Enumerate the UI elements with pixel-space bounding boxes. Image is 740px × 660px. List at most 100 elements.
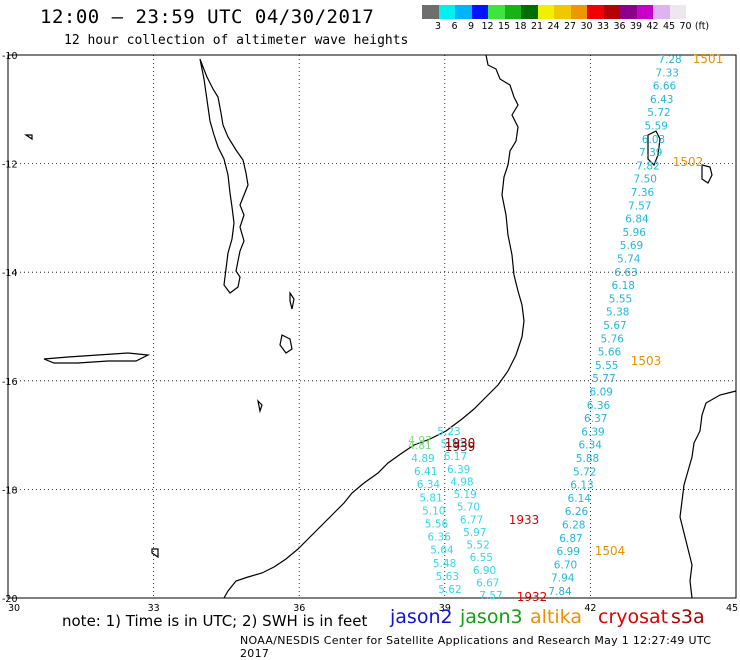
legend-swatch — [471, 5, 488, 19]
wave-height-value: 5.66 — [598, 347, 622, 359]
wave-height-value: 6.41 — [414, 466, 437, 478]
latitude-label: -16 — [2, 377, 18, 388]
wave-height-value: 6.09 — [590, 387, 613, 399]
wave-height-value: 7.50 — [634, 174, 657, 186]
pass-time-label: 1930 — [445, 436, 476, 450]
legend-swatch — [455, 5, 472, 19]
wave-height-value: 6.03 — [642, 134, 665, 146]
wave-height-map: 7.287.336.666.435.725.596.037.397.827.50… — [2, 51, 738, 614]
legend-label: 3 — [434, 21, 442, 32]
latitude-label: -14 — [2, 268, 18, 279]
pass-time-label: 1939 — [445, 440, 476, 454]
wave-height-value: 5.52 — [466, 540, 489, 552]
wave-height-value: 6.34 — [417, 479, 441, 491]
wave-height-value: 5.97 — [463, 527, 486, 539]
wave-height-value: 5.74 — [617, 254, 641, 266]
wave-height-value: 7.36 — [631, 187, 655, 199]
longitude-label: 30 — [8, 603, 20, 614]
wave-height-value: 7.33 — [656, 67, 679, 79]
wave-height-value: 5.56 — [425, 519, 449, 531]
wave-height-value: 5.30 — [441, 439, 464, 451]
satellite-jason3: jason3 — [460, 606, 523, 628]
wave-height-value: 5.55 — [595, 360, 618, 372]
legend-swatch — [504, 5, 521, 19]
lake-outline — [151, 548, 159, 559]
wave-height-value: 6.90 — [473, 565, 496, 577]
pass-time-label: 1503 — [631, 354, 662, 368]
legend-swatch — [653, 5, 670, 19]
wave-height-value: 6.63 — [614, 267, 637, 279]
coastline — [24, 54, 737, 599]
legend-label: 6 — [451, 21, 458, 32]
wave-height-value: 7.94 — [551, 573, 575, 585]
wave-height-value: 5.62 — [438, 584, 461, 596]
wave-height-value: 5.48 — [433, 558, 456, 570]
wave-height-value: 6.14 — [568, 493, 592, 505]
longitude-label: 36 — [293, 603, 305, 614]
wave-height-value: 6.34 — [579, 440, 603, 452]
wave-height-value: 6.39 — [447, 464, 470, 476]
wave-height-value: 6.70 — [554, 559, 577, 571]
legend-label: 21 — [530, 21, 544, 32]
longitude-label: 42 — [584, 603, 596, 614]
longitude-label: 45 — [726, 603, 738, 614]
legend-label: 30 — [580, 21, 593, 32]
legend-label: (ft) — [694, 21, 710, 32]
legend-swatch — [620, 5, 637, 19]
wave-height-value: 5.19 — [453, 489, 476, 501]
wave-height-value: 6.87 — [559, 533, 582, 545]
latitude-label: -18 — [2, 485, 18, 496]
mozambique-coastline — [223, 54, 525, 599]
legend-label: 36 — [613, 21, 626, 32]
wave-height-value: 6.77 — [460, 514, 483, 526]
wave-height-value: 5.67 — [603, 320, 626, 332]
comoros-island — [647, 130, 661, 167]
lake-outline — [43, 352, 151, 364]
legend-label: 45 — [662, 21, 676, 32]
wave-height-value: 5.96 — [623, 227, 647, 239]
lake-outline — [257, 399, 263, 414]
satellite-altika: altika — [530, 606, 582, 628]
lake-outline — [289, 291, 295, 310]
wave-height-value: 5.72 — [573, 466, 596, 478]
legend-label: 9 — [467, 21, 475, 32]
legend-label: 70 — [679, 21, 692, 32]
legend-swatch — [669, 5, 686, 19]
lake-malawi-outline — [199, 58, 249, 294]
legend-swatch — [603, 5, 620, 19]
wave-height-value: 6.13 — [570, 480, 593, 492]
legend-label: 39 — [629, 21, 643, 32]
page-subtitle: 12 hour collection of altimeter wave hei… — [64, 33, 409, 48]
wave-height-value: 5.69 — [620, 240, 643, 252]
wave-height-value: 5.10 — [422, 505, 445, 517]
wave-height-value: 6.28 — [562, 520, 585, 532]
axis-labels: 30 33 36 39 42 45 -10 -12 -14 -16 -18 -20 — [2, 51, 738, 614]
pass-time-label: 1504 — [595, 544, 626, 558]
legend-label: 15 — [497, 21, 511, 32]
color-scale-labels: 3 6 9 12 15 18 21 24 27 30 33 36 39 42 45 70 (ft) — [422, 21, 740, 33]
latitude-label: -20 — [2, 594, 18, 605]
legend-swatch — [521, 5, 538, 19]
wave-height-value: 6.36 — [587, 400, 611, 412]
pass-time-label: 1501 — [693, 52, 724, 66]
wave-height-value: 4.97 — [408, 435, 431, 447]
legend-label: 24 — [547, 21, 560, 32]
page-title: 12:00 – 23:59 UTC 04/30/2017 — [40, 6, 375, 28]
legend-swatch — [438, 5, 455, 19]
legend-label: 42 — [646, 21, 659, 32]
altimeter-tracks: 7.287.336.666.435.725.596.037.397.827.50… — [408, 52, 723, 604]
wave-height-value: 6.26 — [565, 506, 589, 518]
legend-swatch — [488, 5, 505, 19]
credit-line: NOAA/NESDIS Center for Satellite Applica… — [240, 634, 712, 660]
wave-height-value: 5.55 — [609, 293, 632, 305]
madagascar-coastline — [679, 390, 737, 599]
wave-height-value: 6.84 — [625, 214, 649, 226]
satellite-s3a: s3a — [671, 606, 705, 628]
satellite-jason2: jason2 — [390, 606, 453, 628]
pass-time-label: 1502 — [673, 155, 704, 169]
wave-height-value: 6.99 — [557, 546, 580, 558]
wave-height-value: 5.81 — [419, 492, 442, 504]
wave-height-value: 7.82 — [636, 160, 659, 172]
longitude-label: 39 — [439, 603, 451, 614]
legend-label: 27 — [563, 21, 577, 32]
